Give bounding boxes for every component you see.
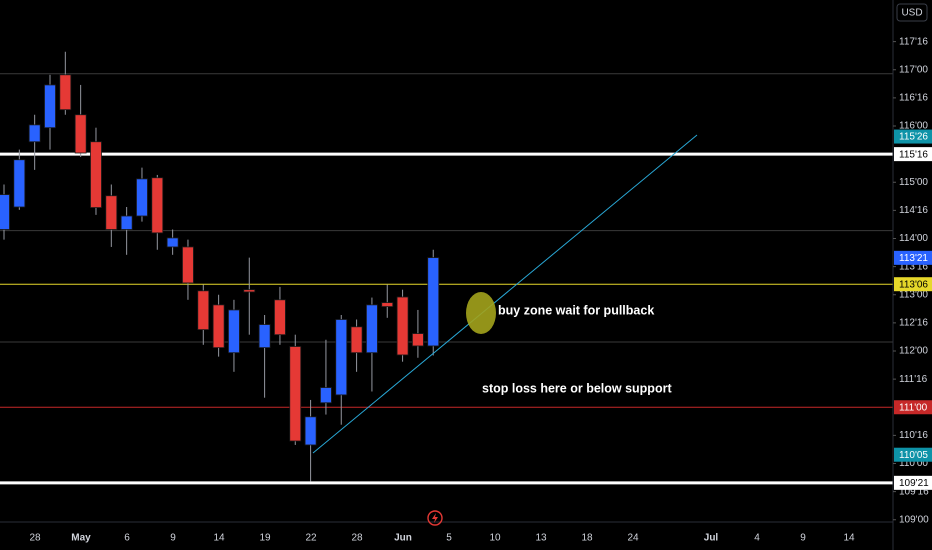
candle-body xyxy=(289,346,302,442)
icon-bolt xyxy=(432,513,438,523)
candle-body xyxy=(381,302,394,307)
x-tick-label: May xyxy=(71,533,91,544)
x-tick-label: 10 xyxy=(489,533,501,544)
y-tick-label: 115'00 xyxy=(899,177,928,188)
y-tick-label: 113'16 xyxy=(899,261,928,272)
candle-body xyxy=(74,114,87,154)
buy-zone xyxy=(466,292,496,334)
x-tick-label: 14 xyxy=(213,533,225,544)
price-label: 115'26 xyxy=(899,132,928,143)
replay-icon[interactable] xyxy=(427,510,443,526)
price-label-box xyxy=(894,129,932,144)
x-tick-label: Jun xyxy=(394,533,412,544)
price-label-box xyxy=(894,147,932,162)
y-tick-label: 109'00 xyxy=(899,514,929,525)
y-tick-label: 109'16 xyxy=(899,486,929,497)
y-tick-label: 110'16 xyxy=(899,430,928,441)
candle-body xyxy=(59,74,72,111)
y-tick-label: 112'16 xyxy=(899,318,928,329)
price-label-box xyxy=(894,475,932,490)
y-tick-label: 112'00 xyxy=(899,346,928,357)
x-tick-label: 9 xyxy=(170,533,176,544)
x-tick-label: 14 xyxy=(843,533,855,544)
x-tick-label: 28 xyxy=(29,533,41,544)
y-tick-label: 113'00 xyxy=(899,289,928,300)
candle-body xyxy=(258,324,271,349)
candle-body xyxy=(274,299,286,336)
y-tick-label: 116'00 xyxy=(899,121,928,132)
candle-body xyxy=(197,290,210,331)
y-tick-label: 117'16 xyxy=(899,36,928,47)
icon-ring xyxy=(427,510,443,526)
candle-body xyxy=(243,289,256,293)
currency: USD xyxy=(901,8,922,19)
price-label-box xyxy=(894,277,932,292)
candle-body xyxy=(151,177,164,234)
price-label: 113'06 xyxy=(899,279,928,290)
price-label: 115'16 xyxy=(899,149,928,160)
price-label: 109'21 xyxy=(899,478,929,489)
candle-body xyxy=(90,141,102,208)
price-label: 111'00 xyxy=(899,402,928,413)
candle-body xyxy=(136,178,148,217)
x-tick-label: 5 xyxy=(446,533,452,544)
candle-body xyxy=(335,319,348,396)
y-tick-label: 110'00 xyxy=(899,458,928,469)
x-tick-label: 9 xyxy=(800,533,806,544)
candle-body xyxy=(320,387,332,404)
y-tick-label: 114'16 xyxy=(899,205,928,216)
candle-body xyxy=(0,194,10,230)
candle-body xyxy=(427,257,440,347)
trendline xyxy=(312,134,698,454)
price-label: 113'21 xyxy=(899,253,928,264)
x-tick-label: 18 xyxy=(581,533,593,544)
candle-body xyxy=(228,309,240,354)
candle-body xyxy=(120,215,133,230)
annotation: stop loss here or below support xyxy=(482,381,672,395)
candle-body xyxy=(396,296,409,356)
y-tick-label: 114'00 xyxy=(899,233,928,244)
candle-body xyxy=(105,195,118,230)
annotation: buy zone wait for pullback xyxy=(498,303,654,317)
x-tick-label: 6 xyxy=(124,533,130,544)
y-tick-label: 117'00 xyxy=(899,64,928,75)
candle-body xyxy=(166,237,179,248)
candle-body xyxy=(350,326,363,354)
candle-body xyxy=(366,304,378,354)
x-tick-label: 28 xyxy=(351,533,363,544)
price-label-box xyxy=(894,447,932,462)
candle-body xyxy=(44,84,56,129)
x-tick-label: 13 xyxy=(535,533,547,544)
candle-body xyxy=(13,159,26,208)
price-label: 110'05 xyxy=(899,450,928,461)
candle-body xyxy=(212,304,225,349)
candle-body xyxy=(28,124,41,143)
price-label-box xyxy=(894,250,932,265)
x-tick-label: 24 xyxy=(627,533,639,544)
y-tick-label: 111'16 xyxy=(899,374,928,385)
x-tick-label: 19 xyxy=(259,533,271,544)
x-tick-label: 4 xyxy=(754,533,760,544)
candle-body xyxy=(182,246,194,284)
x-tick-label: Jul xyxy=(704,533,719,544)
price-label-box xyxy=(894,400,932,415)
candle-body xyxy=(304,416,317,446)
y-tick-label: 116'16 xyxy=(899,93,928,104)
candle-body xyxy=(412,333,424,347)
x-tick-label: 22 xyxy=(305,533,317,544)
currency-box[interactable] xyxy=(896,3,928,22)
